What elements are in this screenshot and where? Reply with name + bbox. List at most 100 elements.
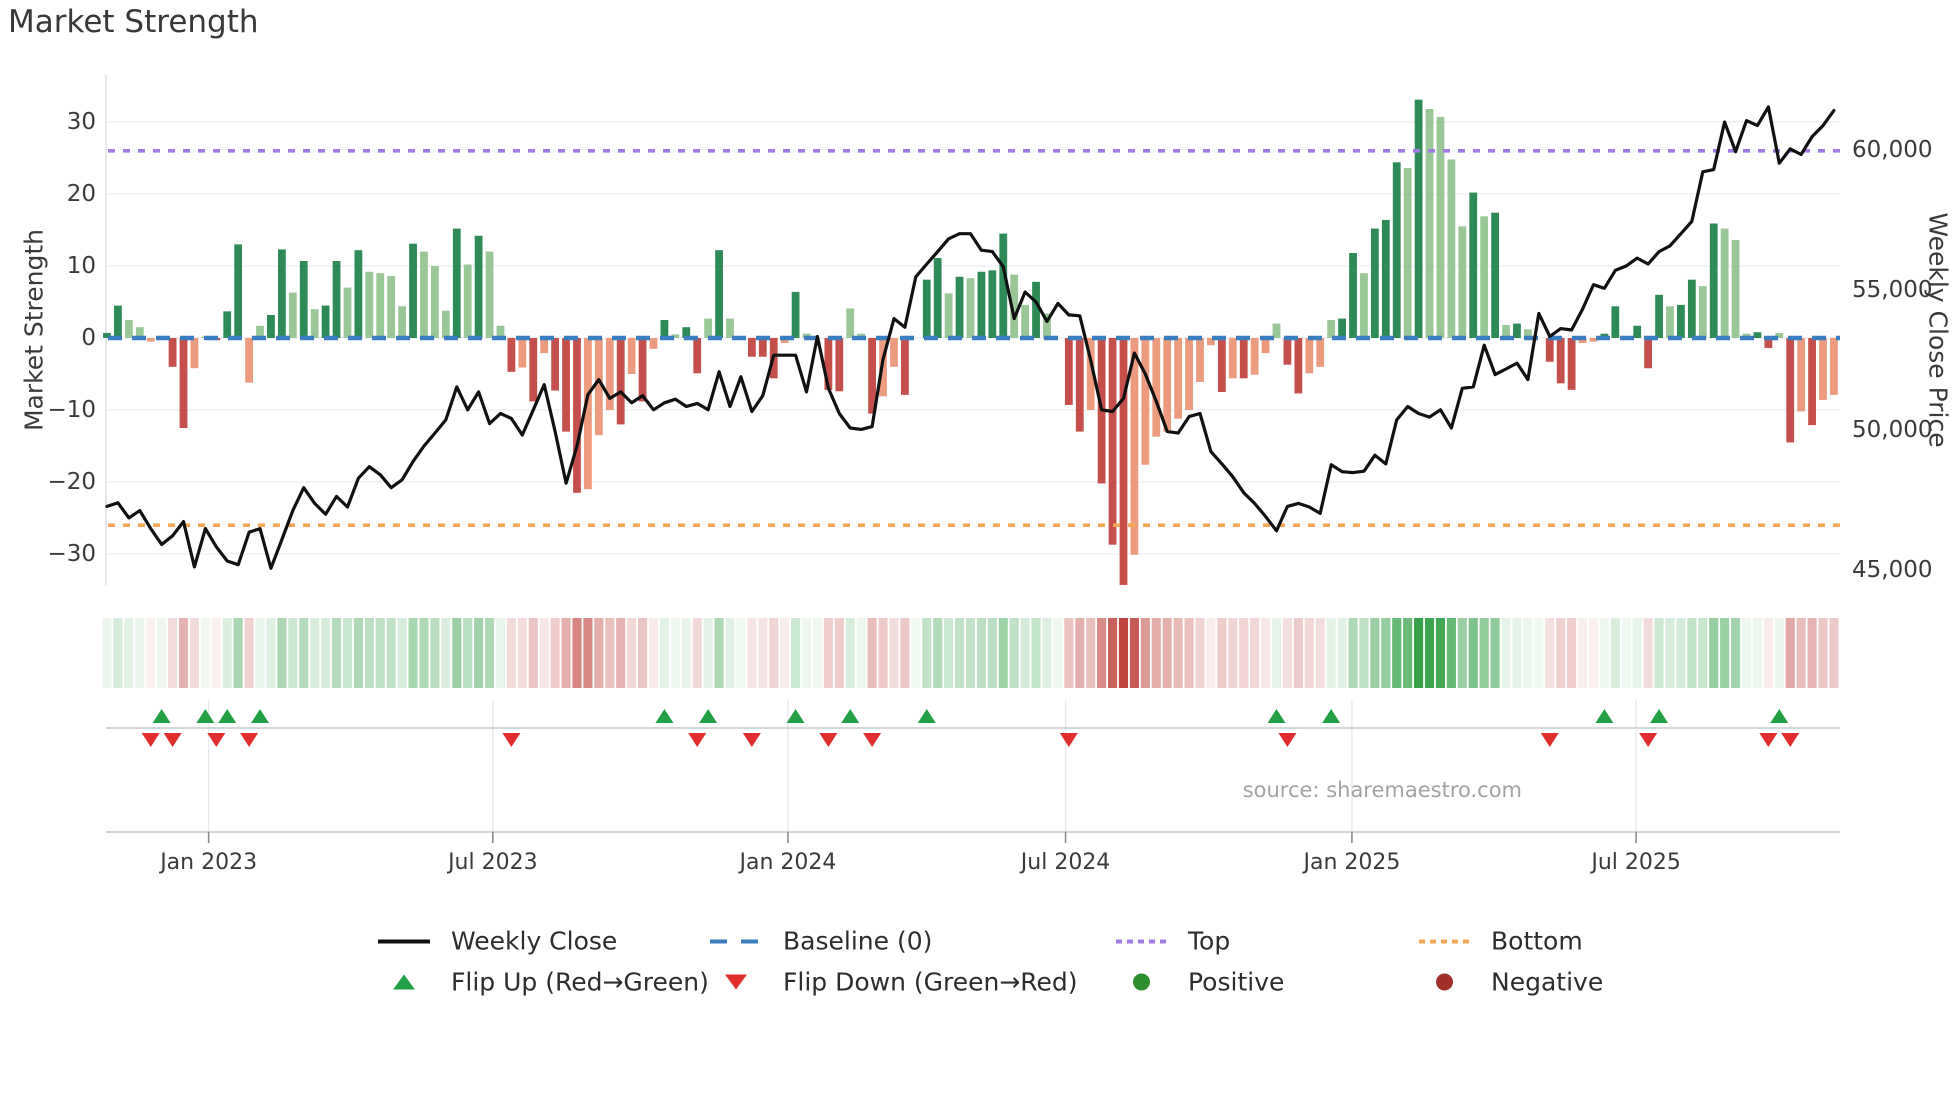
x-tick-label: Jul 2024	[1020, 850, 1111, 875]
strength-bar	[988, 270, 997, 338]
strength-bar	[605, 338, 614, 410]
strength-bar	[627, 338, 636, 374]
heatmap-cell	[801, 618, 812, 688]
heatmap-cell	[419, 618, 429, 688]
left-tick-label: −30	[47, 541, 96, 567]
strength-bar	[1720, 228, 1729, 338]
strength-bar	[452, 228, 461, 338]
heatmap-cell	[944, 618, 954, 688]
flip-down-marker	[1781, 733, 1800, 747]
flip-down-marker	[742, 733, 761, 747]
strength-bar	[1381, 219, 1390, 338]
left-tick-label: 30	[66, 109, 96, 135]
strength-bar	[190, 338, 199, 369]
x-tick-label: Jan 2025	[1303, 850, 1401, 875]
heatmap-cell	[1577, 618, 1588, 688]
strength-bar	[649, 338, 658, 349]
heatmap-cell	[954, 618, 965, 688]
strength-bar	[1207, 338, 1215, 346]
strength-bar	[1261, 338, 1270, 354]
heatmap-cell	[1217, 618, 1227, 688]
heatmap-cell	[321, 618, 331, 688]
strength-bar	[409, 243, 417, 338]
strength-bar	[288, 292, 297, 338]
flip-down-marker	[819, 733, 838, 747]
heatmap-cell	[1348, 618, 1358, 688]
strength-bar	[1338, 318, 1346, 338]
strength-bar	[354, 250, 363, 338]
heatmap-cell	[266, 618, 276, 688]
page-title: Market Strength	[8, 4, 259, 40]
strength-bar	[1414, 99, 1423, 339]
heatmap-cell	[310, 618, 320, 688]
strength-bar	[1513, 323, 1521, 338]
flip-up-marker	[699, 709, 718, 723]
heatmap-cell	[1086, 618, 1096, 688]
strength-bar	[1032, 281, 1040, 338]
left-tick-label: 0	[81, 325, 96, 351]
heatmap-cell	[1599, 618, 1609, 688]
strength-bar	[1403, 168, 1412, 338]
left-tick-label: −10	[47, 397, 96, 423]
heatmap-cell	[200, 618, 210, 688]
strength-bar	[234, 244, 243, 338]
heatmap-cell	[255, 618, 265, 688]
strength-bar	[1786, 338, 1795, 443]
strength-bar	[1491, 212, 1500, 338]
heatmap-cell	[102, 618, 112, 688]
heatmap-cell	[1315, 618, 1325, 688]
heatmap-cell	[780, 618, 790, 688]
strength-bar	[747, 338, 756, 357]
strength-bar	[1545, 338, 1554, 362]
heatmap-cell	[1709, 618, 1719, 688]
heatmap-cell	[1774, 618, 1784, 688]
heatmap-cell	[681, 618, 691, 688]
left-tick-label: 20	[66, 181, 96, 207]
heatmap-cell	[408, 618, 418, 688]
heatmap-cell	[1632, 618, 1642, 688]
weekly-close-line	[105, 105, 1836, 570]
heatmap-cell	[758, 618, 768, 688]
source-credit: source: sharemaestro.com	[1242, 778, 1522, 802]
heatmap-cell	[1053, 618, 1063, 688]
heatmap-cell	[1381, 618, 1391, 688]
heatmap-cell	[353, 618, 363, 688]
heatmap-cell	[441, 618, 451, 688]
heatmap-cell	[1567, 618, 1577, 688]
heatmap-cell	[1271, 618, 1282, 688]
strength-bar	[715, 250, 723, 338]
strength-bar	[780, 338, 789, 344]
heatmap-cell	[463, 618, 473, 688]
heatmap-cell	[965, 618, 976, 688]
flip-up-marker	[1650, 709, 1669, 723]
heatmap-cell	[1151, 618, 1161, 688]
strength-bar	[223, 311, 232, 338]
heatmap-cell	[1588, 618, 1599, 688]
heatmap-cell	[1457, 618, 1467, 688]
heatmap-cell	[1282, 618, 1293, 688]
heatmap-cell	[987, 618, 997, 688]
strength-bar	[267, 314, 275, 338]
heatmap-cell	[1403, 618, 1413, 688]
strength-bar	[1447, 159, 1456, 338]
flip-down-marker	[163, 733, 182, 747]
heatmap-cell	[1643, 618, 1653, 688]
heatmap-cell	[823, 618, 833, 688]
strength-bar	[1633, 325, 1642, 338]
heatmap-cell	[583, 618, 593, 688]
strength-bar	[1283, 338, 1292, 365]
strength-bar	[1185, 338, 1193, 410]
heatmap-cell	[1610, 618, 1620, 688]
x-tick-label: Jan 2023	[160, 850, 258, 875]
heatmap-cell	[976, 618, 986, 688]
strength-bar	[584, 338, 592, 490]
strength-bar	[1086, 338, 1095, 410]
heatmap-cell	[725, 618, 735, 688]
heatmap-cell	[812, 618, 823, 688]
strength-bar	[1217, 338, 1226, 392]
strength-bar	[376, 273, 385, 338]
heatmap-cell	[1326, 618, 1336, 688]
heatmap-cell	[659, 618, 669, 688]
strength-bar	[124, 320, 133, 338]
